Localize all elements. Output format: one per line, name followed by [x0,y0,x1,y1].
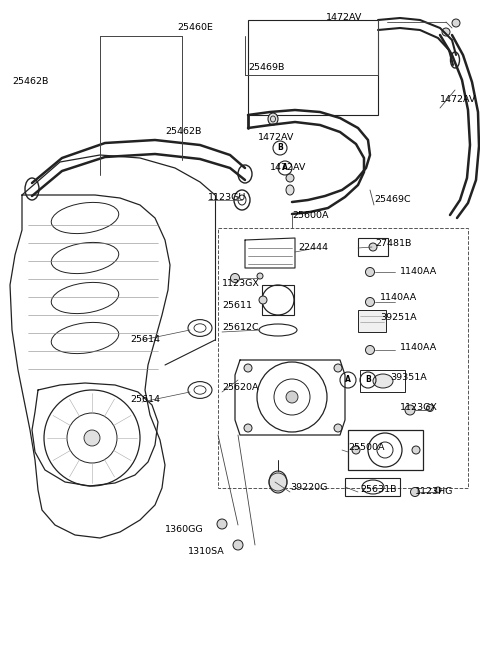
Text: 1123GX: 1123GX [222,279,260,289]
Text: 25612C: 25612C [222,323,259,333]
Circle shape [230,274,240,283]
Text: 25600A: 25600A [292,211,328,220]
Circle shape [286,174,294,182]
Circle shape [84,430,100,446]
Text: 39220G: 39220G [290,483,327,493]
Circle shape [286,391,298,403]
Text: 25462B: 25462B [12,77,48,87]
Ellipse shape [286,185,294,195]
Text: 1140AA: 1140AA [380,293,417,302]
Text: 1472AV: 1472AV [270,163,306,173]
Circle shape [405,405,415,415]
Circle shape [365,298,374,306]
Text: 1123GU: 1123GU [208,194,246,203]
Text: 1472AV: 1472AV [258,134,294,142]
Circle shape [334,424,342,432]
Ellipse shape [269,471,287,493]
Bar [248,20,378,115]
Circle shape [412,446,420,454]
Text: 39251A: 39251A [380,314,417,323]
Text: 25611: 25611 [222,300,252,310]
Text: 1360GG: 1360GG [165,525,204,535]
Bar [360,370,405,392]
Circle shape [365,346,374,354]
Text: 25631B: 25631B [360,485,396,495]
Text: 1123HG: 1123HG [415,487,454,497]
Bar [345,478,400,496]
Circle shape [233,540,243,550]
Text: 25614: 25614 [130,396,160,405]
Circle shape [257,273,263,279]
Text: 1140AA: 1140AA [400,268,437,276]
Ellipse shape [25,178,39,200]
Circle shape [217,519,227,529]
Text: 25462B: 25462B [165,127,202,136]
Bar [348,430,423,470]
Text: 25460E: 25460E [177,24,213,33]
Text: 25500A: 25500A [348,443,384,453]
Circle shape [435,487,441,493]
Ellipse shape [238,165,252,183]
Text: 1140AA: 1140AA [400,344,437,352]
Text: 27481B: 27481B [375,239,411,249]
Text: 39351A: 39351A [390,373,427,382]
Text: 22444: 22444 [298,243,328,253]
Text: B: B [277,144,283,152]
Ellipse shape [451,52,459,68]
Text: B: B [365,375,371,384]
Circle shape [334,364,342,372]
Text: 25469C: 25469C [374,195,410,205]
Bar [358,238,388,256]
Circle shape [410,487,420,497]
Text: 25469B: 25469B [248,64,284,73]
Circle shape [369,243,377,251]
Text: 1123GX: 1123GX [400,403,438,413]
Circle shape [259,296,267,304]
Text: A: A [345,375,351,384]
Text: 1310SA: 1310SA [188,548,225,556]
Text: 1472AV: 1472AV [326,14,362,22]
Circle shape [442,28,450,36]
Bar [218,228,468,488]
Circle shape [427,405,433,411]
Circle shape [244,364,252,372]
Text: 25614: 25614 [130,335,160,344]
Text: A: A [282,163,288,173]
Circle shape [452,19,460,27]
Circle shape [365,268,374,276]
Bar [262,285,294,315]
Bar [358,310,386,332]
Ellipse shape [268,113,278,125]
Circle shape [352,446,360,454]
Text: 1472AV: 1472AV [440,96,476,104]
Ellipse shape [373,374,393,388]
Text: 25620A: 25620A [222,384,259,392]
Circle shape [244,424,252,432]
